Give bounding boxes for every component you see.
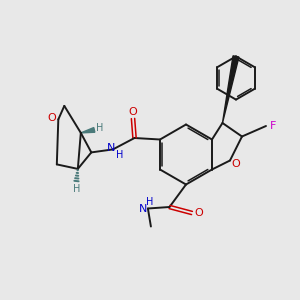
Polygon shape — [81, 128, 95, 133]
Text: H: H — [116, 150, 123, 160]
Text: F: F — [269, 121, 276, 131]
Text: O: O — [194, 208, 203, 218]
Text: H: H — [96, 123, 103, 134]
Text: O: O — [129, 107, 137, 117]
Text: H: H — [146, 197, 153, 207]
Text: O: O — [231, 159, 240, 169]
Text: N: N — [139, 203, 148, 214]
Text: H: H — [73, 184, 80, 194]
Polygon shape — [223, 56, 239, 123]
Text: O: O — [47, 113, 56, 123]
Text: N: N — [107, 143, 116, 153]
